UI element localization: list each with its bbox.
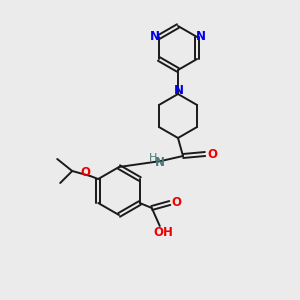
Text: O: O (207, 148, 217, 160)
Text: N: N (174, 85, 184, 98)
Text: N: N (155, 155, 165, 169)
Text: H: H (149, 153, 157, 163)
Text: O: O (172, 196, 182, 209)
Text: N: N (196, 29, 206, 43)
Text: N: N (150, 31, 160, 44)
Text: OH: OH (154, 226, 174, 239)
Text: O: O (80, 167, 90, 179)
